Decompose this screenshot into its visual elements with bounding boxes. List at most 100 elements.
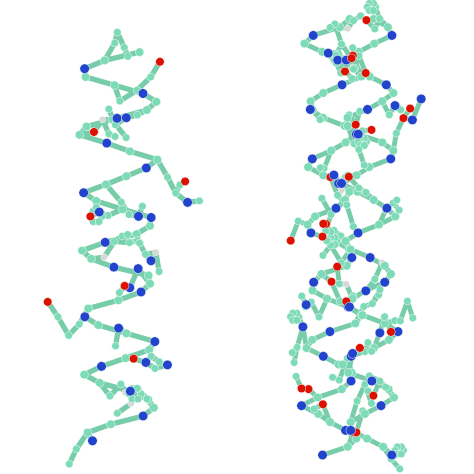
Circle shape <box>356 344 364 352</box>
Circle shape <box>132 230 141 238</box>
Circle shape <box>290 359 298 366</box>
Circle shape <box>353 397 361 405</box>
Circle shape <box>343 355 351 362</box>
Circle shape <box>400 447 407 454</box>
Circle shape <box>346 426 356 435</box>
Circle shape <box>310 106 317 114</box>
Circle shape <box>345 173 353 181</box>
Circle shape <box>391 212 400 221</box>
Circle shape <box>341 173 349 181</box>
Circle shape <box>391 317 399 324</box>
Circle shape <box>65 332 73 339</box>
Circle shape <box>101 254 108 261</box>
Circle shape <box>365 163 374 171</box>
Circle shape <box>327 241 335 248</box>
Circle shape <box>289 317 296 324</box>
Circle shape <box>90 128 98 136</box>
Circle shape <box>345 188 354 196</box>
Circle shape <box>304 163 312 171</box>
Circle shape <box>372 3 379 11</box>
Circle shape <box>323 237 331 245</box>
Circle shape <box>347 54 356 63</box>
Circle shape <box>153 155 162 164</box>
Circle shape <box>317 164 324 172</box>
Circle shape <box>292 373 300 380</box>
Circle shape <box>153 249 159 255</box>
Circle shape <box>309 31 318 40</box>
Circle shape <box>369 15 378 23</box>
Circle shape <box>125 390 133 398</box>
Circle shape <box>316 116 324 123</box>
Circle shape <box>107 420 115 428</box>
Circle shape <box>354 129 363 139</box>
Circle shape <box>363 434 371 443</box>
Circle shape <box>293 310 301 317</box>
Circle shape <box>293 317 301 324</box>
Circle shape <box>82 73 90 81</box>
Circle shape <box>334 179 343 188</box>
Circle shape <box>44 298 52 306</box>
Circle shape <box>330 57 338 64</box>
Circle shape <box>399 114 408 122</box>
Circle shape <box>352 171 361 180</box>
Circle shape <box>301 300 311 310</box>
Circle shape <box>75 130 84 139</box>
Circle shape <box>124 53 132 60</box>
Circle shape <box>340 122 349 130</box>
Circle shape <box>295 313 302 320</box>
Circle shape <box>356 108 364 115</box>
Circle shape <box>83 428 92 437</box>
Circle shape <box>337 232 345 240</box>
Circle shape <box>322 227 329 235</box>
Circle shape <box>352 434 361 443</box>
Circle shape <box>88 436 97 446</box>
Circle shape <box>361 410 369 418</box>
Circle shape <box>150 337 160 346</box>
Circle shape <box>118 205 127 213</box>
Circle shape <box>353 228 363 237</box>
Circle shape <box>383 23 392 31</box>
Circle shape <box>73 445 80 453</box>
Circle shape <box>376 286 384 293</box>
Circle shape <box>395 206 403 214</box>
Circle shape <box>146 256 156 265</box>
Circle shape <box>126 386 135 396</box>
Circle shape <box>96 379 104 387</box>
Circle shape <box>356 135 364 142</box>
Circle shape <box>325 327 335 337</box>
Circle shape <box>138 411 148 421</box>
Circle shape <box>117 380 125 388</box>
Circle shape <box>385 111 393 118</box>
Circle shape <box>128 385 136 392</box>
Circle shape <box>345 111 353 118</box>
Circle shape <box>336 297 344 305</box>
Circle shape <box>118 232 126 240</box>
Circle shape <box>143 106 151 114</box>
Circle shape <box>360 161 368 169</box>
Circle shape <box>142 163 151 173</box>
Circle shape <box>329 170 338 180</box>
Circle shape <box>329 374 337 381</box>
Circle shape <box>349 44 356 52</box>
Circle shape <box>65 460 73 468</box>
Circle shape <box>79 188 88 198</box>
Circle shape <box>393 443 401 451</box>
Circle shape <box>360 303 367 310</box>
Circle shape <box>368 400 375 407</box>
Circle shape <box>327 211 335 219</box>
Circle shape <box>320 164 328 172</box>
Circle shape <box>361 348 369 356</box>
Circle shape <box>121 354 130 363</box>
Circle shape <box>365 253 375 262</box>
Circle shape <box>122 329 131 337</box>
Circle shape <box>344 302 353 312</box>
Circle shape <box>355 138 362 146</box>
Circle shape <box>293 344 301 351</box>
Circle shape <box>147 73 155 81</box>
Circle shape <box>345 25 351 32</box>
Circle shape <box>95 218 103 225</box>
Circle shape <box>376 401 386 410</box>
Circle shape <box>382 383 390 391</box>
Circle shape <box>379 259 385 266</box>
Circle shape <box>86 212 94 220</box>
